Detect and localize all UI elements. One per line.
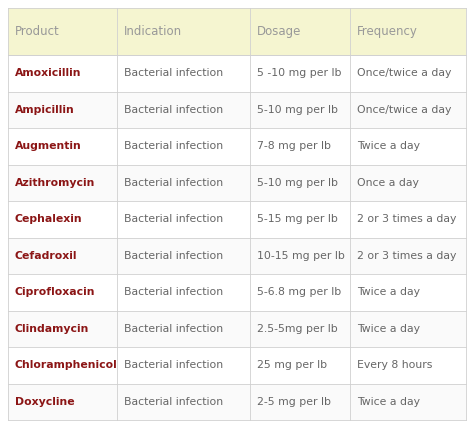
Bar [8, 274, 466, 310]
Text: Doxycline: Doxycline [15, 397, 74, 407]
Bar [8, 347, 466, 383]
Bar [8, 201, 466, 238]
Bar [8, 164, 466, 201]
Text: 5 -10 mg per lb: 5 -10 mg per lb [256, 68, 341, 78]
Text: Azithromycin: Azithromycin [15, 178, 95, 188]
Text: 10-15 mg per lb: 10-15 mg per lb [256, 251, 345, 261]
Text: 7-8 mg per lb: 7-8 mg per lb [256, 141, 330, 151]
Text: Once/twice a day: Once/twice a day [357, 68, 451, 78]
Text: Ciprofloxacin: Ciprofloxacin [15, 287, 95, 297]
Text: Twice a day: Twice a day [357, 287, 419, 297]
Text: Chloramphenicol: Chloramphenicol [15, 360, 118, 370]
Text: Bacterial infection: Bacterial infection [124, 178, 223, 188]
Text: Augmentin: Augmentin [15, 141, 82, 151]
Text: Bacterial infection: Bacterial infection [124, 360, 223, 370]
Text: Twice a day: Twice a day [357, 141, 419, 151]
Text: Bacterial infection: Bacterial infection [124, 324, 223, 334]
Text: Bacterial infection: Bacterial infection [124, 105, 223, 115]
Text: Dosage: Dosage [256, 25, 301, 38]
Bar [8, 128, 466, 164]
Text: Twice a day: Twice a day [357, 324, 419, 334]
Text: Bacterial infection: Bacterial infection [124, 68, 223, 78]
Bar [8, 8, 466, 55]
Text: Every 8 hours: Every 8 hours [357, 360, 432, 370]
Text: Bacterial infection: Bacterial infection [124, 141, 223, 151]
Text: Bacterial infection: Bacterial infection [124, 214, 223, 224]
Text: 5-6.8 mg per lb: 5-6.8 mg per lb [256, 287, 341, 297]
Text: 5-15 mg per lb: 5-15 mg per lb [256, 214, 337, 224]
Text: Amoxicillin: Amoxicillin [15, 68, 82, 78]
Text: 2.5-5mg per lb: 2.5-5mg per lb [256, 324, 337, 334]
Text: Once/twice a day: Once/twice a day [357, 105, 451, 115]
Text: Product: Product [15, 25, 60, 38]
Text: Bacterial infection: Bacterial infection [124, 251, 223, 261]
Bar [8, 238, 466, 274]
Text: Clindamycin: Clindamycin [15, 324, 90, 334]
Text: Bacterial infection: Bacterial infection [124, 397, 223, 407]
Text: 5-10 mg per lb: 5-10 mg per lb [256, 105, 337, 115]
Text: Once a day: Once a day [357, 178, 419, 188]
Text: Twice a day: Twice a day [357, 397, 419, 407]
Text: 25 mg per lb: 25 mg per lb [256, 360, 327, 370]
Bar [8, 310, 466, 347]
Text: 2 or 3 times a day: 2 or 3 times a day [357, 251, 456, 261]
Bar [8, 383, 466, 420]
Bar [8, 55, 466, 92]
Text: Bacterial infection: Bacterial infection [124, 287, 223, 297]
Text: 2-5 mg per lb: 2-5 mg per lb [256, 397, 330, 407]
Text: Cefadroxil: Cefadroxil [15, 251, 78, 261]
Text: Frequency: Frequency [357, 25, 418, 38]
Bar [8, 92, 466, 128]
Text: Ampicillin: Ampicillin [15, 105, 75, 115]
Text: Indication: Indication [124, 25, 182, 38]
Text: 5-10 mg per lb: 5-10 mg per lb [256, 178, 337, 188]
Text: 2 or 3 times a day: 2 or 3 times a day [357, 214, 456, 224]
Text: Cephalexin: Cephalexin [15, 214, 82, 224]
